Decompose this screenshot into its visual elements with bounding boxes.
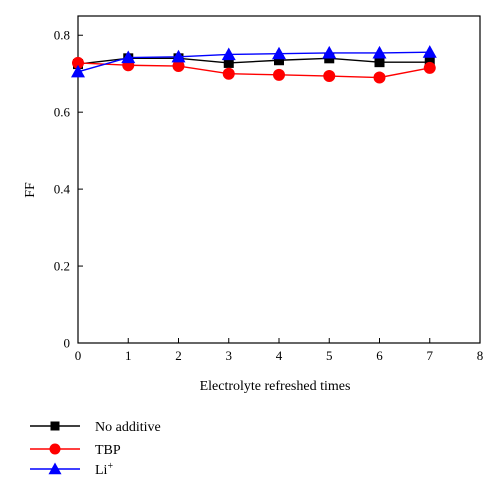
axes: 0 1 2 3 4 5 6 7 8 0 0.2 0.4 0.6 0.8 (54, 15, 484, 363)
data-point (71, 64, 85, 78)
legend-marker (49, 443, 61, 455)
legend: No additive TBP Li+ (30, 420, 161, 478)
y-axis-title: FF (23, 182, 38, 198)
y-tick-label: 0.8 (54, 28, 70, 43)
series-layer (71, 45, 437, 84)
x-tick-label: 1 (125, 348, 132, 363)
series-line (77, 62, 430, 79)
legend-marker (48, 462, 62, 475)
x-tick-label: 2 (175, 348, 182, 363)
y-tick-label: 0 (64, 336, 71, 351)
data-point (274, 55, 284, 66)
data-point (422, 45, 437, 58)
data-point (223, 57, 234, 68)
x-tick-label: 7 (427, 348, 434, 363)
data-point (322, 45, 337, 59)
series-line (77, 57, 430, 65)
data-point (272, 46, 286, 60)
y-tick-label: 0.6 (54, 105, 71, 120)
legend-label: No additive (95, 420, 161, 435)
data-point (374, 57, 385, 68)
data-point (171, 49, 186, 63)
x-tick-label: 3 (226, 348, 233, 363)
data-point (323, 70, 336, 83)
y-tick-label: 0.4 (54, 182, 71, 197)
data-point (172, 60, 185, 73)
data-point (372, 45, 387, 59)
series-2 (71, 45, 437, 78)
data-point (221, 47, 236, 61)
data-point (121, 50, 136, 64)
data-point (72, 56, 84, 69)
x-tick-label: 4 (276, 348, 283, 363)
legend-marker (50, 421, 60, 431)
x-tick-label: 0 (75, 348, 82, 363)
x-tick-label: 8 (477, 348, 484, 363)
x-axis-title: Electrolyte refreshed times (200, 379, 351, 394)
legend-label: TBP (95, 443, 121, 458)
data-point (273, 68, 285, 81)
legend-item: No additive (30, 420, 161, 435)
series-line (77, 51, 430, 73)
data-point (373, 71, 386, 84)
legend-item: Li+ (30, 461, 113, 479)
legend-label: Li+ (95, 461, 113, 479)
x-tick-label: 5 (326, 348, 333, 363)
data-point (423, 61, 436, 74)
legend-item: TBP (30, 443, 121, 458)
y-tick-label: 0.2 (54, 259, 70, 274)
series-1 (72, 56, 436, 84)
x-tick-label: 6 (376, 348, 383, 363)
data-point (222, 67, 235, 80)
